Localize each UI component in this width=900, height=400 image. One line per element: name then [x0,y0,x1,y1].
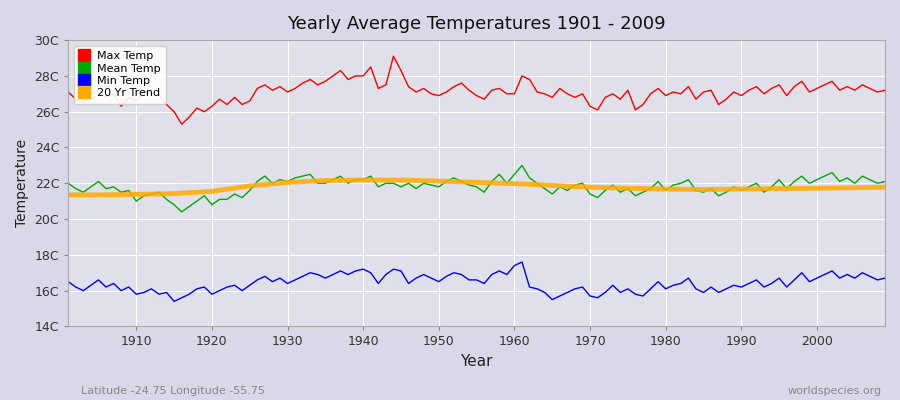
Text: Latitude -24.75 Longitude -55.75: Latitude -24.75 Longitude -55.75 [81,386,265,396]
Y-axis label: Temperature: Temperature [15,139,29,227]
Title: Yearly Average Temperatures 1901 - 2009: Yearly Average Temperatures 1901 - 2009 [287,15,666,33]
X-axis label: Year: Year [461,354,493,369]
Legend: Max Temp, Mean Temp, Min Temp, 20 Yr Trend: Max Temp, Mean Temp, Min Temp, 20 Yr Tre… [74,46,166,104]
Text: worldspecies.org: worldspecies.org [788,386,882,396]
